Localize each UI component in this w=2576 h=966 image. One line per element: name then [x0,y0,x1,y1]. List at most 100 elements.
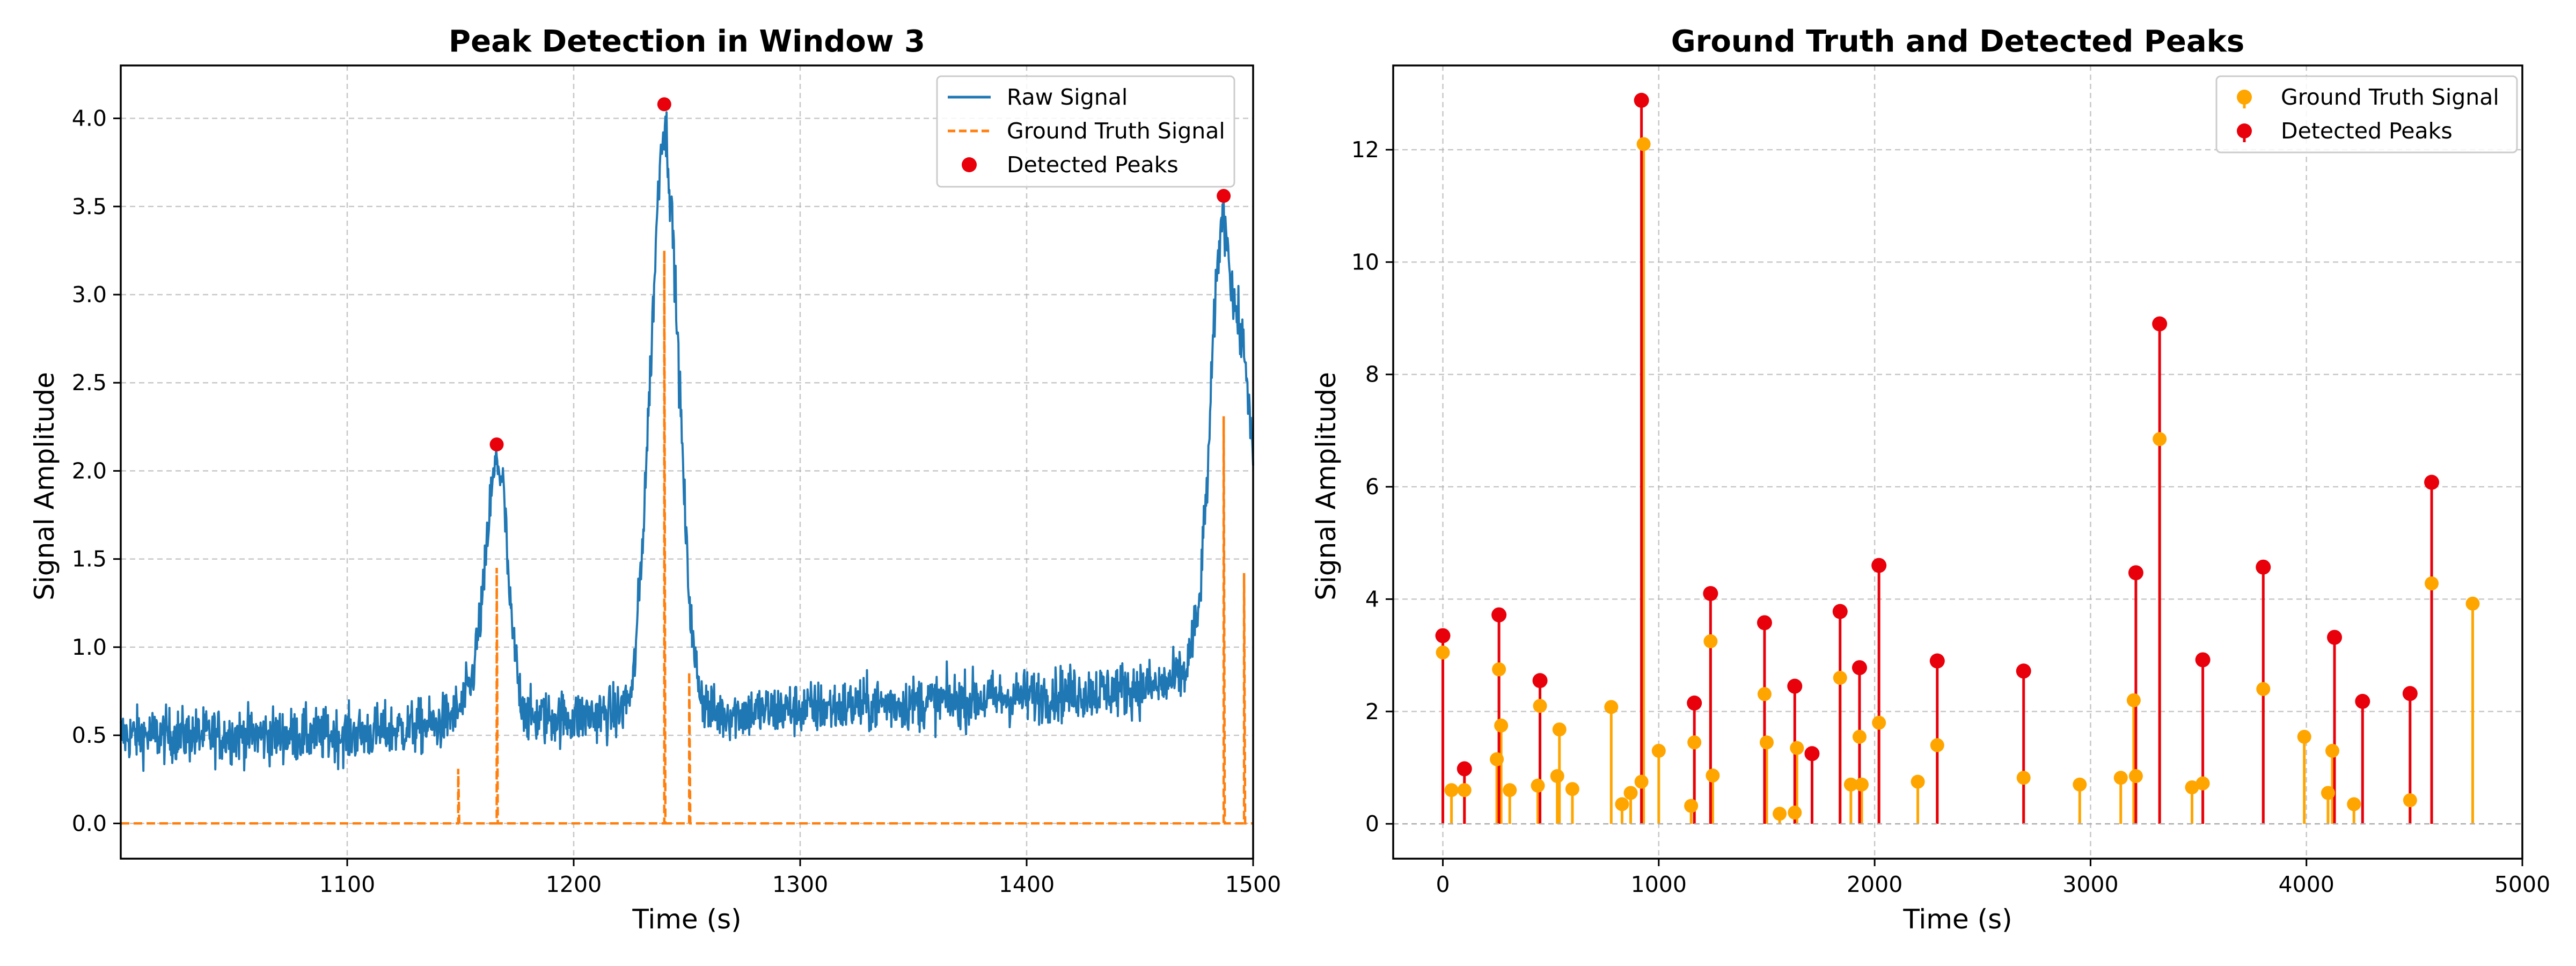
detected-peak-marker [2128,565,2143,581]
ground-truth-marker [1757,687,1772,701]
detected-peak-marker [2016,663,2031,679]
ground-truth-marker [1790,741,1804,755]
ground-truth-marker [1833,670,1847,685]
y-tick-label: 1.0 [72,634,107,660]
ground-truth-marker [1788,806,1802,820]
legend-label-peaks: Detected Peaks [2281,118,2453,144]
ground-truth-marker [1687,735,1702,750]
ground-truth-marker [1444,783,1459,797]
detected-peak-marker [2424,474,2440,490]
right-chart-legend: Ground Truth Signal Detected Peaks [2215,75,2518,153]
ground-truth-marker [1872,715,1886,730]
detected-peak-marker [1435,628,1451,643]
legend-frame [936,75,1235,188]
ground-truth-marker [2256,682,2271,696]
ground-truth-marker [2016,771,2031,785]
x-tick-label: 3000 [2062,872,2118,897]
x-tick-label: 1400 [999,872,1055,897]
ground-truth-marker [1703,634,1718,648]
y-tick-label: 0.0 [72,810,107,836]
x-tick-label: 5000 [2494,872,2550,897]
y-tick-label: 2.5 [72,370,107,396]
detected-peak-marker [2152,316,2168,332]
detected-peak-marker [1703,586,1718,601]
x-tick-label: 1000 [1631,872,1687,897]
left-chart-legend: Raw Signal Ground Truth Signal Detected … [936,75,1235,188]
detected-peak-marker [1491,607,1507,623]
detected-peak-marker [1457,761,1472,777]
x-tick-label: 4000 [2279,872,2334,897]
ground-truth-marker [1651,744,1666,758]
ground-truth-marker [2297,729,2311,744]
ground-truth-marker [1533,699,1547,713]
plot-frame [1392,64,2523,860]
detected-peak-marker [1532,673,1548,689]
detected-peak-marker [2195,652,2211,668]
legend-frame [2215,75,2518,153]
ground-truth-marker [1604,700,1619,714]
legend-swatch-peaks-marker [2237,123,2252,138]
ground-truth-marker [1634,774,1649,789]
ground-truth-marker [1843,777,1858,792]
ground-truth-marker [1552,722,1567,737]
ground-truth-marker [2321,786,2335,800]
detected-peak-marker [2327,630,2343,645]
x-tick-label: 0 [1436,872,1450,897]
right-chart-panel: Ground Truth and Detected Peaks 0 1000 200… [1311,24,2550,935]
detected-peak-marker [1929,653,1945,669]
detected-peak-marker [1757,615,1772,631]
legend-label-peaks: Detected Peaks [1007,152,1179,178]
detected-peak-marker [1687,696,1702,711]
ground-truth-marker [1684,799,1699,813]
legend-label-truth: Ground Truth Signal [1007,118,1225,144]
ground-truth-marker [1492,662,1506,677]
ground-truth-marker [2196,776,2210,791]
ground-truth-marker [1623,786,1638,800]
ground-truth-marker [1494,718,1509,733]
x-tick-label: 1500 [1225,872,1281,897]
y-tick-label: 4.0 [72,106,107,131]
detected-peak-marker [2402,686,2418,701]
detected-peak-marker [1871,558,1887,573]
y-tick-label: 8 [1365,362,1379,387]
ground-truth-marker [2126,693,2141,707]
ground-truth-marker [1911,774,1925,789]
y-tick-label: 4 [1365,586,1379,612]
ground-truth-marker [1615,797,1629,811]
ground-truth-marker [1436,645,1450,660]
detected-peak-point [657,97,671,112]
detected-peak-marker [1851,660,1867,676]
detected-peak-marker [1634,92,1649,108]
y-tick-label: 2 [1365,699,1379,724]
right-chart-axes: 0 1000 2000 3000 4000 5000 0 2 4 6 8 10 12 [1351,64,2550,897]
legend-label-raw: Raw Signal [1007,84,1128,110]
detected-peak-point [489,437,504,452]
ground-truth-marker [1930,738,1944,752]
ground-truth-marker [2113,771,2128,785]
left-chart-data [120,97,1254,825]
ground-truth-marker [1550,769,1564,784]
left-chart-ylabel: Signal Amplitude [29,372,60,601]
right-chart-data [1393,92,2522,825]
ground-truth-marker [2347,797,2361,811]
ground-truth-marker [1565,782,1579,796]
y-tick-label: 6 [1365,474,1379,500]
left-chart-title: Peak Detection in Window 3 [449,24,925,59]
ground-truth-marker [2128,769,2143,784]
y-tick-label: 12 [1351,137,1379,163]
ground-truth-marker [2403,793,2417,808]
y-tick-label: 3.0 [72,282,107,308]
ground-truth-marker [1457,783,1472,797]
detected-peak-marker [1804,746,1820,762]
ground-truth-marker [2185,780,2199,795]
detected-peak-marker [1832,604,1848,619]
y-tick-label: 10 [1351,249,1379,275]
ground-truth-marker [2153,432,2167,447]
right-chart-ylabel: Signal Amplitude [1311,372,1342,601]
ground-truth-marker [1531,778,1545,793]
ground-truth-marker [1636,137,1651,151]
detected-peak-marker [1787,678,1803,694]
x-tick-label: 2000 [1847,872,1902,897]
left-chart-axes: 1100 1200 1300 1400 1500 0.0 0.5 1.0 1.5 2.0 2.5 3.… [72,64,1281,897]
